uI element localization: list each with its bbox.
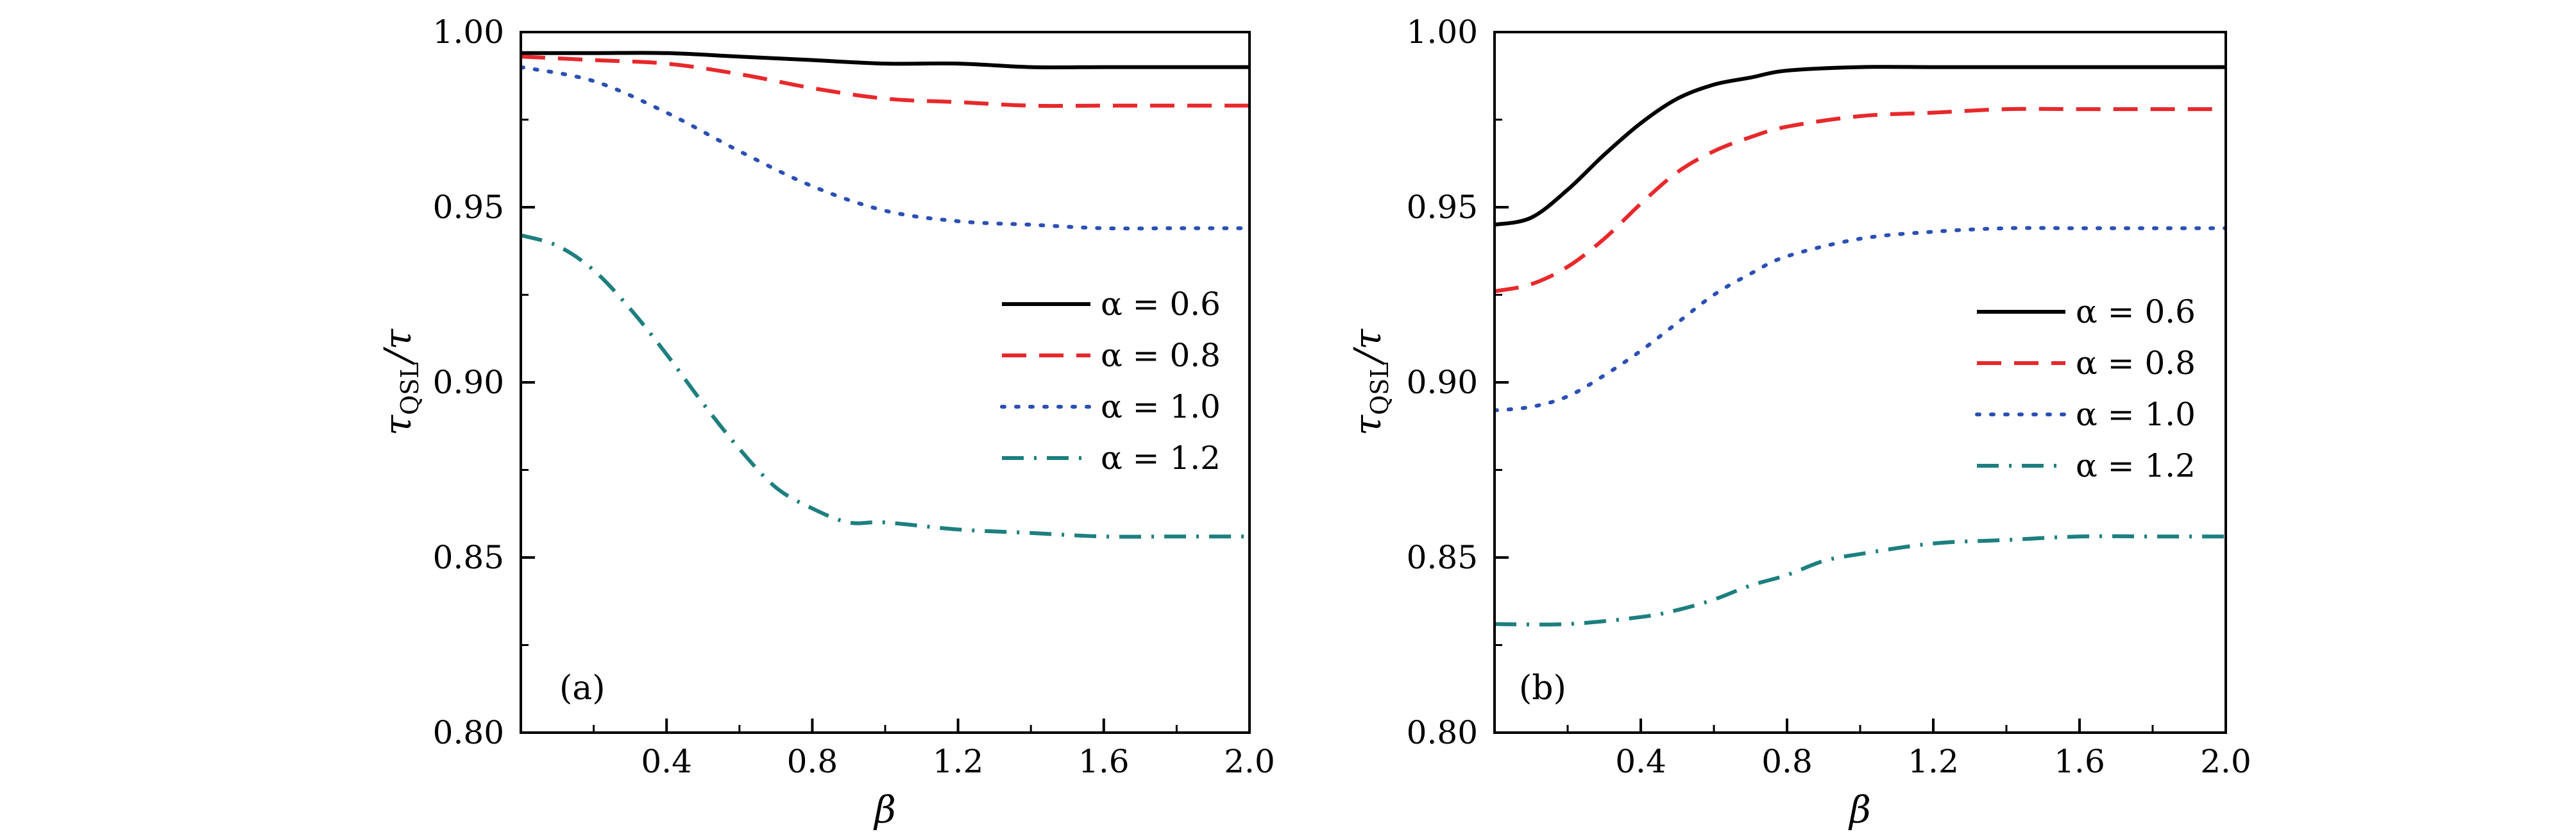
panel-b: 0.4 0.8 1.2 1.6 2.0 0.80 0.85 0.90 0.95 1.00 β τQSL…: [1346, 13, 2251, 831]
legend-label-2: α = 0.8: [2076, 345, 2196, 382]
series-line-4: [521, 233, 1250, 539]
x-tick-label: 0.8: [787, 743, 838, 780]
x-tick-label: 1.2: [933, 743, 984, 780]
x-tick-label: 1.2: [1908, 743, 1959, 780]
series-line-2: [521, 55, 1250, 108]
panel-label: (b): [1519, 669, 1566, 708]
y-tick-label: 1.00: [1407, 13, 1478, 51]
y-tick-label: 1.00: [433, 13, 504, 51]
x-axis-label: β: [1848, 788, 1871, 831]
series-line-1: [521, 51, 1250, 70]
x-tick-label: 2.0: [2200, 743, 2251, 780]
legend-label-3: α = 1.0: [1101, 388, 1221, 425]
y-tick-label: 0.85: [1407, 539, 1478, 576]
series-line-2: [1495, 106, 2226, 293]
series-line-3: [521, 65, 1250, 231]
panel-a: 0.4 0.8 1.2 1.6 2.0 0.80 0.85 0.90 0.95 1.00 β τQSL…: [376, 13, 1275, 831]
series-line-1: [1495, 65, 2226, 227]
x-axis-label: β: [873, 788, 896, 831]
y-tick-label: 0.90: [1407, 364, 1478, 401]
legend-label-2: α = 0.8: [1101, 337, 1221, 374]
series-line-4: [1495, 534, 2226, 627]
y-tick-label: 0.95: [433, 189, 504, 226]
plot-frame: [1493, 31, 2227, 734]
y-tick-label: 0.80: [433, 714, 504, 751]
x-tick-label: 0.4: [1615, 743, 1666, 780]
y-tick-label: 0.85: [433, 539, 504, 576]
y-tick-label: 0.90: [433, 364, 504, 401]
legend-label-1: α = 0.6: [2076, 293, 2196, 330]
x-tick-label: 0.4: [641, 743, 692, 780]
x-tick-label: 2.0: [1224, 743, 1275, 780]
x-tick-label: 0.8: [1761, 743, 1813, 780]
panel-label: (a): [559, 669, 606, 708]
x-tick-label: 1.6: [1078, 743, 1130, 780]
legend-label-3: α = 1.0: [2076, 396, 2196, 433]
legend-label-4: α = 1.2: [2076, 447, 2196, 484]
y-tick-label: 0.80: [1407, 714, 1478, 751]
y-axis-label: τQSL/τ: [1346, 328, 1394, 436]
plot-frame: [520, 31, 1251, 734]
y-axis-label: τQSL/τ: [376, 328, 424, 436]
legend-label-1: α = 0.6: [1101, 285, 1221, 323]
x-tick-label: 1.6: [2054, 743, 2105, 780]
legend-label-4: α = 1.2: [1101, 439, 1221, 477]
y-tick-label: 0.95: [1407, 189, 1478, 226]
